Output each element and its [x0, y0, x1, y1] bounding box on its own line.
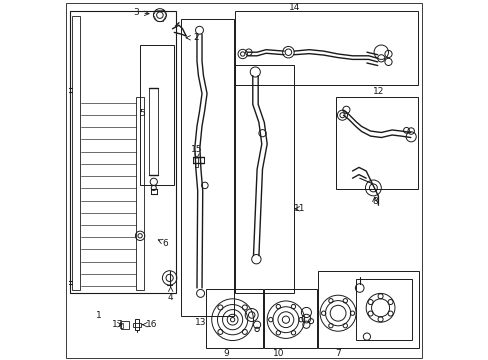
Text: 10: 10	[272, 349, 284, 358]
Bar	[120, 323, 123, 328]
Bar	[317, 271, 419, 348]
Bar	[135, 319, 139, 330]
Bar	[150, 189, 157, 194]
Text: 6: 6	[158, 238, 168, 248]
Bar	[140, 45, 174, 185]
Bar	[336, 97, 418, 189]
Text: 5: 5	[139, 109, 144, 118]
Bar	[194, 157, 198, 167]
Text: 9: 9	[223, 349, 229, 358]
Text: 12: 12	[372, 87, 383, 96]
Text: 4: 4	[167, 287, 173, 302]
Bar	[263, 289, 316, 348]
Text: 17: 17	[112, 320, 123, 329]
Bar	[234, 11, 418, 85]
Text: 7: 7	[335, 349, 340, 358]
Text: 3: 3	[133, 8, 149, 17]
Bar	[133, 323, 141, 327]
Bar	[193, 157, 204, 163]
Bar	[181, 19, 234, 316]
Text: 2: 2	[185, 33, 198, 42]
Text: 13: 13	[194, 318, 206, 327]
Bar	[136, 97, 143, 290]
Bar	[72, 16, 80, 290]
Text: 1: 1	[96, 310, 102, 320]
Bar	[121, 321, 128, 329]
Text: 16: 16	[142, 320, 157, 329]
Bar	[149, 88, 158, 175]
Text: 8: 8	[371, 197, 377, 206]
Bar	[355, 279, 411, 340]
Bar	[205, 289, 263, 348]
Text: 11: 11	[293, 204, 305, 213]
Text: 14: 14	[288, 3, 299, 12]
Bar	[70, 11, 176, 293]
Bar	[234, 65, 294, 293]
Text: 15: 15	[191, 145, 203, 158]
